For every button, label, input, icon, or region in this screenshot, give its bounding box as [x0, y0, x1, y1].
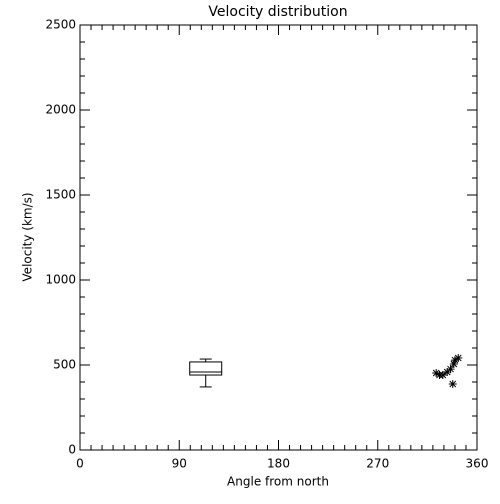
- scatter-point: [448, 380, 457, 389]
- y-axis-label: Velocity (km/s): [21, 192, 35, 281]
- x-tick-label: 180: [267, 457, 290, 471]
- x-tick-label: 90: [172, 457, 187, 471]
- x-tick-label: 270: [366, 457, 389, 471]
- y-tick-label: 1500: [45, 188, 76, 202]
- y-tick-label: 2500: [45, 18, 76, 32]
- x-axis-label: Angle from north: [227, 475, 329, 489]
- scatter-point: [446, 365, 455, 374]
- y-tick-label: 0: [68, 443, 76, 457]
- scatter-point: [443, 367, 452, 376]
- y-tick-label: 2000: [45, 103, 76, 117]
- y-tick-label: 500: [53, 358, 76, 372]
- chart-title: Velocity distribution: [208, 4, 347, 20]
- x-tick-label: 360: [466, 457, 489, 471]
- box-body: [189, 361, 223, 376]
- y-tick-label: 1000: [45, 273, 76, 287]
- plot-frame: [79, 24, 478, 451]
- scatter-point: [449, 359, 458, 368]
- scatter-point: [454, 354, 463, 363]
- scatter-point: [450, 356, 459, 365]
- x-tick-label: 0: [76, 457, 84, 471]
- scatter-point: [432, 368, 441, 377]
- scatter-point: [438, 371, 447, 380]
